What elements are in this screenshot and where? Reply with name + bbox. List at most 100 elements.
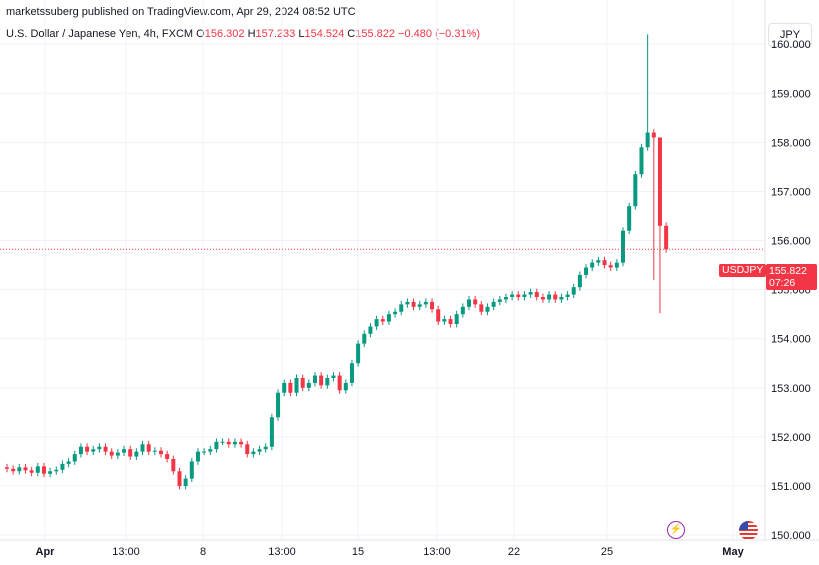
- candle-body: [657, 137, 662, 226]
- candle: [66, 458, 71, 468]
- candle: [423, 298, 428, 308]
- candle-body: [491, 301, 496, 307]
- candle: [313, 372, 317, 387]
- candle: [54, 466, 59, 475]
- candle: [331, 372, 336, 382]
- high-value: 157.233: [255, 28, 296, 40]
- price-axis[interactable]: 150.000151.000152.000153.000154.000155.0…: [771, 39, 811, 542]
- candle-body: [232, 441, 237, 445]
- candle: [78, 443, 83, 458]
- candle-body: [553, 294, 558, 300]
- candle: [368, 323, 373, 338]
- candle: [602, 256, 607, 269]
- candle: [122, 445, 127, 457]
- candle-body: [60, 463, 65, 470]
- time-tick-label: 15: [352, 546, 364, 558]
- candle-body: [596, 260, 601, 263]
- symbol-description: U.S. Dollar / Japanese Yen, 4h, FXCM: [6, 28, 194, 40]
- candle-body: [5, 467, 9, 469]
- candle-body: [393, 311, 398, 315]
- candle: [349, 359, 354, 387]
- last-price-tag: 155.822 07:26: [766, 264, 817, 290]
- candle: [177, 467, 182, 490]
- candle-body: [380, 319, 385, 322]
- candle-body: [510, 294, 515, 297]
- candle-body: [386, 314, 391, 322]
- candle-body: [547, 294, 552, 300]
- candle-body: [177, 471, 182, 486]
- candle: [245, 440, 250, 458]
- candle: [23, 463, 28, 474]
- candle: [503, 293, 508, 303]
- candle-body: [633, 174, 638, 207]
- candle-body: [368, 326, 373, 334]
- low-value: 154.524: [304, 28, 345, 40]
- time-tick-label: 25: [601, 546, 613, 558]
- candle: [467, 296, 471, 311]
- candle-body: [41, 466, 46, 474]
- candle-body: [11, 468, 16, 472]
- candle: [85, 443, 90, 456]
- candle-body: [300, 378, 305, 388]
- candle-body: [263, 446, 268, 450]
- currency-button[interactable]: JPY: [768, 23, 812, 47]
- candle: [97, 443, 102, 453]
- candle-body: [165, 454, 170, 459]
- candle-body: [17, 467, 22, 472]
- candle: [442, 315, 447, 325]
- candle-body: [534, 292, 539, 297]
- candle: [325, 374, 330, 389]
- candle-body: [454, 314, 459, 324]
- candle-body: [608, 265, 613, 268]
- symbol-tag: USDJPY: [719, 264, 767, 277]
- candle-body: [343, 382, 348, 391]
- candle-body: [140, 444, 145, 452]
- candle: [165, 450, 170, 463]
- time-tick-label: 13:00: [112, 546, 140, 558]
- candle-body: [503, 297, 508, 300]
- candle-body: [159, 450, 163, 455]
- candle: [362, 330, 367, 348]
- symbol-legend: U.S. Dollar / Japanese Yen, 4h, FXCM O15…: [6, 28, 480, 40]
- candle-body: [571, 287, 576, 295]
- high-label: H: [247, 28, 256, 40]
- candle-body: [306, 382, 311, 388]
- us-flag-icon[interactable]: [739, 521, 758, 540]
- candle: [491, 298, 496, 311]
- candle-body: [423, 301, 428, 305]
- candle-body: [479, 304, 484, 312]
- candle-body: [29, 470, 34, 473]
- candle-body: [146, 444, 151, 452]
- candle-body: [214, 441, 219, 450]
- candle-body: [257, 449, 262, 452]
- lightning-icon[interactable]: ⚡: [667, 521, 685, 539]
- candle-body: [349, 363, 354, 383]
- candle-body: [78, 446, 83, 455]
- candle: [614, 259, 619, 271]
- candle: [60, 460, 65, 474]
- candle-body: [602, 260, 607, 266]
- candle-body: [430, 301, 435, 310]
- candle: [633, 170, 638, 210]
- candle-body: [362, 333, 367, 344]
- candle: [115, 449, 120, 459]
- candle: [590, 259, 595, 271]
- candle-body: [559, 297, 564, 300]
- candle-body: [645, 132, 650, 148]
- candle: [540, 293, 545, 303]
- time-axis[interactable]: Apr 13:00 8 13:00 15 13:00 22 25 May: [36, 546, 745, 558]
- candle: [510, 291, 515, 301]
- candle: [29, 466, 34, 477]
- price-tick-label: 158.000: [771, 137, 811, 149]
- candle-body: [356, 343, 361, 364]
- candle-body: [374, 319, 379, 327]
- attribution-text: marketssuberg published on TradingView.c…: [6, 6, 356, 18]
- candle: [146, 440, 151, 456]
- candle-body: [411, 301, 416, 307]
- candle-body: [436, 309, 441, 322]
- candle: [220, 438, 225, 446]
- price-tick-label: 157.000: [771, 186, 811, 198]
- open-value: 156.302: [204, 28, 245, 40]
- candle-body: [485, 306, 490, 312]
